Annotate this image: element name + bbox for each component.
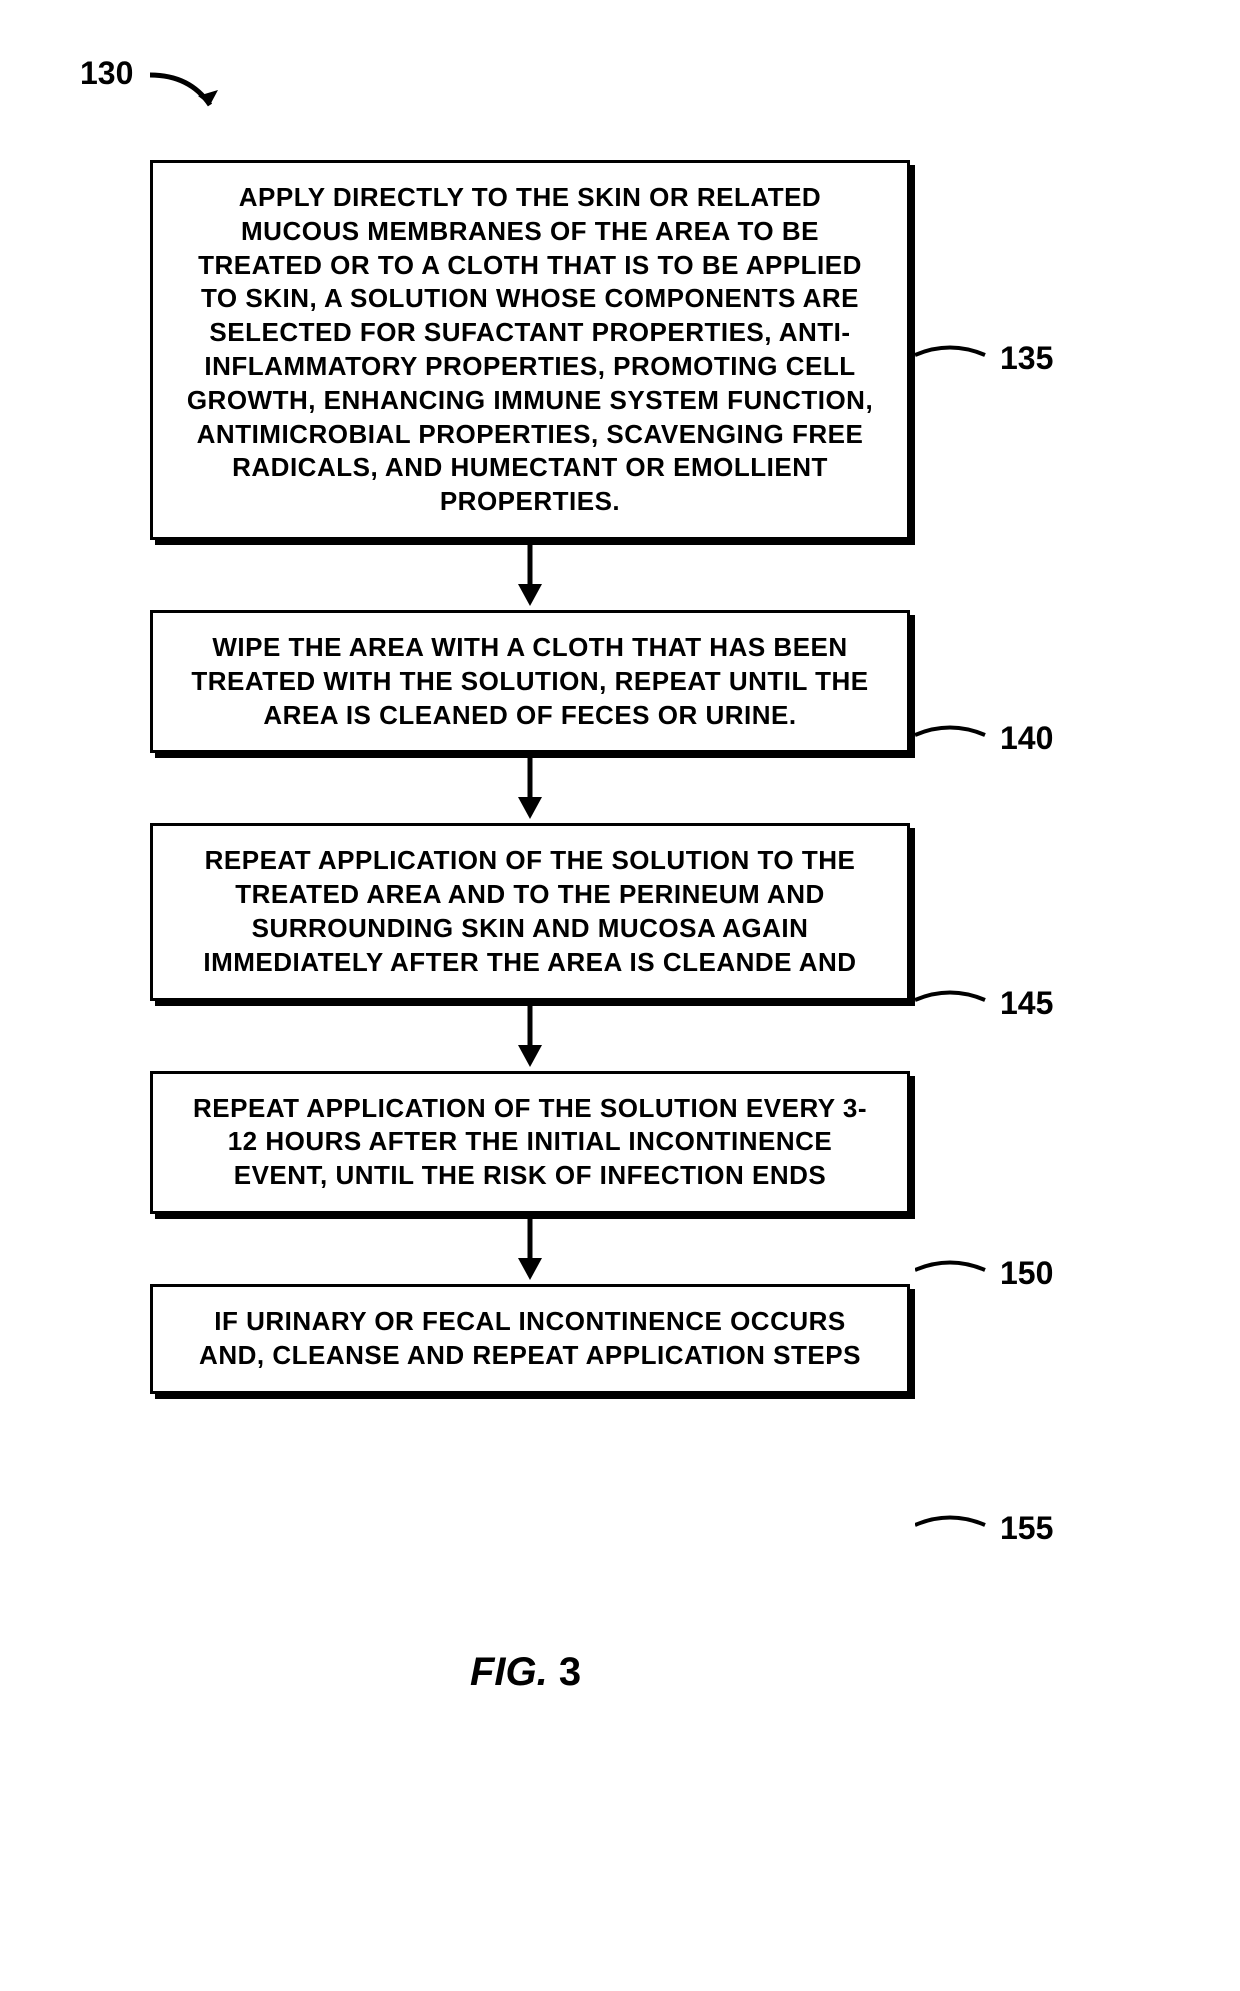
- ref-label-text: 150: [1000, 1255, 1053, 1291]
- flow-box-text: APPLY DIRECTLY TO THE SKIN OR RELATED MU…: [187, 182, 873, 516]
- flow-box-145: REPEAT APPLICATION OF THE SOLUTION TO TH…: [150, 823, 910, 1000]
- ref-label-155: 155: [1000, 1510, 1053, 1547]
- ref-label-150: 150: [1000, 1255, 1053, 1292]
- flow-arrow: [150, 1214, 910, 1284]
- flow-arrow: [150, 540, 910, 610]
- flow-arrow: [150, 1001, 910, 1071]
- arrow-down-icon: [510, 1214, 550, 1284]
- arrow-down-icon: [510, 540, 550, 610]
- flow-box-text: IF URINARY OR FECAL INCONTINENCE OCCURS …: [199, 1306, 861, 1370]
- ref-connector-155: [915, 1505, 990, 1545]
- flow-box-text: REPEAT APPLICATION OF THE SOLUTION TO TH…: [203, 845, 856, 976]
- ref-label-145: 145: [1000, 985, 1053, 1022]
- ref-connector-140: [915, 715, 990, 755]
- figure-caption-prefix: FIG.: [470, 1650, 548, 1694]
- arrow-down-icon: [510, 1001, 550, 1071]
- figure-caption-number: 3: [559, 1650, 581, 1694]
- flow-box-140: WIPE THE AREA WITH A CLOTH THAT HAS BEEN…: [150, 610, 910, 753]
- flowchart-container: APPLY DIRECTLY TO THE SKIN OR RELATED MU…: [150, 160, 910, 1394]
- flow-box-150: REPEAT APPLICATION OF THE SOLUTION EVERY…: [150, 1071, 910, 1214]
- flow-arrow: [150, 753, 910, 823]
- figure-number: 130: [80, 55, 133, 92]
- ref-label-text: 145: [1000, 985, 1053, 1021]
- figure-number-text: 130: [80, 55, 133, 91]
- ref-label-text: 140: [1000, 720, 1053, 756]
- flow-box-135: APPLY DIRECTLY TO THE SKIN OR RELATED MU…: [150, 160, 910, 540]
- arrow-down-icon: [510, 753, 550, 823]
- figure-arrow-icon: [140, 60, 230, 130]
- flow-box-155: IF URINARY OR FECAL INCONTINENCE OCCURS …: [150, 1284, 910, 1394]
- ref-connector-145: [915, 980, 990, 1020]
- ref-label-140: 140: [1000, 720, 1053, 757]
- figure-caption: FIG. 3: [470, 1650, 581, 1695]
- flow-box-text: WIPE THE AREA WITH A CLOTH THAT HAS BEEN…: [191, 632, 868, 730]
- flow-box-text: REPEAT APPLICATION OF THE SOLUTION EVERY…: [193, 1093, 867, 1191]
- ref-label-135: 135: [1000, 340, 1053, 377]
- ref-connector-135: [915, 335, 990, 375]
- ref-connector-150: [915, 1250, 990, 1290]
- ref-label-text: 135: [1000, 340, 1053, 376]
- ref-label-text: 155: [1000, 1510, 1053, 1546]
